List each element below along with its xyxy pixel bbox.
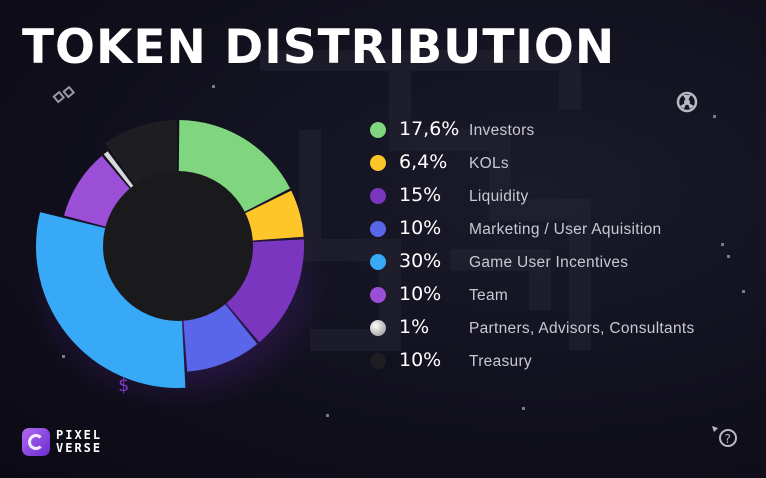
- donut-center: [103, 171, 253, 321]
- legend-swatch: [370, 122, 386, 138]
- legend-swatch: [370, 254, 386, 270]
- question-icon: ?: [712, 426, 737, 447]
- legend-swatch: [370, 188, 386, 204]
- legend-item: 10% Treasury: [370, 345, 750, 378]
- page-title: TOKEN DISTRIBUTION: [22, 20, 616, 75]
- radiation-icon: [676, 91, 698, 113]
- legend-percentage: 10%: [399, 283, 442, 305]
- brand-line-2: VERSE: [56, 441, 103, 455]
- legend-item: 15% Liquidity: [370, 180, 750, 213]
- legend-label: Marketing / User Aquisition: [469, 221, 662, 238]
- legend-swatch: [370, 353, 386, 369]
- legend-label: Game User Incentives: [469, 254, 629, 271]
- legend-item: 6,4% KOLs: [370, 147, 750, 180]
- background-maze-pattern: [260, 50, 591, 351]
- legend-item: 10% Marketing / User Aquisition: [370, 213, 750, 246]
- legend-item: 17,6% Investors: [370, 114, 750, 147]
- brand-line-1: PIXEL: [56, 428, 103, 442]
- token-distribution-pie-chart: [28, 120, 328, 410]
- legend-swatch: [370, 221, 386, 237]
- legend-label: Partners, Advisors, Consultants: [469, 320, 695, 337]
- svg-text:?: ?: [724, 432, 731, 446]
- pixelverse-logo-icon: [22, 428, 50, 456]
- legend-label: Liquidity: [469, 188, 529, 205]
- svg-text:$: $: [118, 375, 129, 396]
- legend-swatch: [370, 320, 386, 336]
- brand-name: PIXEL VERSE: [56, 429, 102, 455]
- legend-swatch: [370, 155, 386, 171]
- legend-label: KOLs: [469, 155, 509, 172]
- legend-percentage: 10%: [399, 349, 442, 371]
- legend-percentage: 1%: [399, 316, 430, 338]
- link-icon: [52, 85, 76, 104]
- legend-percentage: 15%: [399, 184, 442, 206]
- legend-label: Investors: [469, 122, 535, 139]
- legend-item: 1% Partners, Advisors, Consultants: [370, 312, 750, 345]
- pie-slice-game-user-incentives: [35, 212, 186, 388]
- pixelverse-logo: PIXEL VERSE: [22, 428, 132, 460]
- legend-percentage: 17,6%: [399, 118, 460, 140]
- legend-percentage: 10%: [399, 217, 442, 239]
- legend-label: Treasury: [469, 353, 532, 370]
- dollar-icon: $: [118, 375, 129, 396]
- legend-percentage: 6,4%: [399, 151, 448, 173]
- legend-item: 10% Team: [370, 279, 750, 312]
- legend-percentage: 30%: [399, 250, 442, 272]
- legend-label: Team: [469, 287, 509, 304]
- chart-legend: 17,6% Investors 6,4% KOLs 15% Liquidity 10% Mar…: [370, 114, 750, 378]
- legend-item: 30% Game User Incentives: [370, 246, 750, 279]
- legend-swatch: [370, 287, 386, 303]
